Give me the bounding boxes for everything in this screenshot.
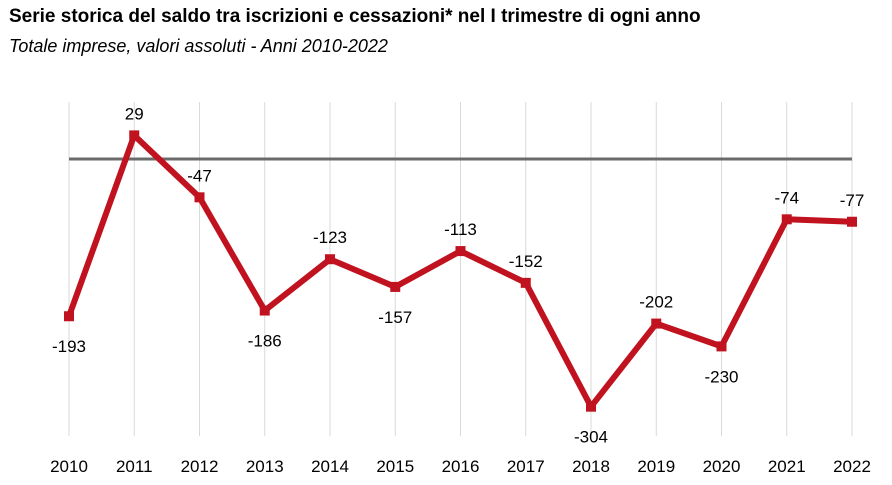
data-label-2013: -186 [248, 332, 282, 351]
x-tick-2012: 2012 [181, 457, 219, 476]
marker-2016 [455, 246, 466, 257]
data-label-2017: -152 [509, 252, 543, 271]
data-label-2014: -123 [313, 228, 347, 247]
marker-2015 [390, 281, 401, 292]
data-labels-group: -193 29 -47 -186 -123 -157 -113 -152 -304 -202 -23… [52, 104, 864, 446]
marker-2010 [64, 311, 74, 322]
x-tick-2011: 2011 [116, 457, 153, 476]
marker-2017 [520, 277, 531, 288]
x-tick-2014: 2014 [311, 457, 349, 476]
data-label-2011: 29 [125, 104, 144, 123]
marker-2021 [781, 214, 792, 225]
marker-2014 [325, 254, 335, 265]
data-label-2016: -113 [444, 220, 477, 239]
data-label-2021: -74 [774, 188, 799, 207]
marker-2018 [586, 401, 596, 412]
marker-2012 [194, 192, 205, 203]
x-tick-2010: 2010 [50, 457, 88, 476]
marker-2022 [847, 216, 857, 227]
x-tick-2020: 2020 [703, 457, 741, 476]
data-label-2022: -77 [840, 191, 865, 210]
data-label-2019: -202 [639, 293, 673, 312]
x-tick-2017: 2017 [507, 457, 545, 476]
x-tick-2015: 2015 [376, 457, 414, 476]
data-label-2015: -157 [378, 308, 412, 327]
x-tick-labels-group: 2010 2011 2012 2013 2014 2015 2016 2017 2018 2019… [50, 457, 871, 476]
x-tick-2016: 2016 [442, 457, 480, 476]
chart-title: Serie storica del saldo tra iscrizioni e… [9, 6, 701, 27]
data-label-2012: -47 [187, 166, 212, 185]
x-tick-2013: 2013 [246, 457, 284, 476]
x-tick-2022: 2022 [833, 457, 871, 476]
markers-group [64, 130, 857, 412]
x-tick-2018: 2018 [572, 457, 610, 476]
chart-subtitle: Totale imprese, valori assoluti - Anni 2… [9, 36, 388, 56]
marker-2020 [716, 341, 727, 352]
x-tick-2019: 2019 [637, 457, 675, 476]
marker-2011 [129, 130, 140, 141]
x-tick-2021: 2021 [768, 457, 806, 476]
data-label-2018: -304 [574, 428, 608, 447]
marker-2013 [259, 305, 270, 316]
data-label-2010: -193 [52, 337, 86, 356]
marker-2019 [651, 318, 662, 329]
data-label-2020: -230 [704, 367, 738, 386]
